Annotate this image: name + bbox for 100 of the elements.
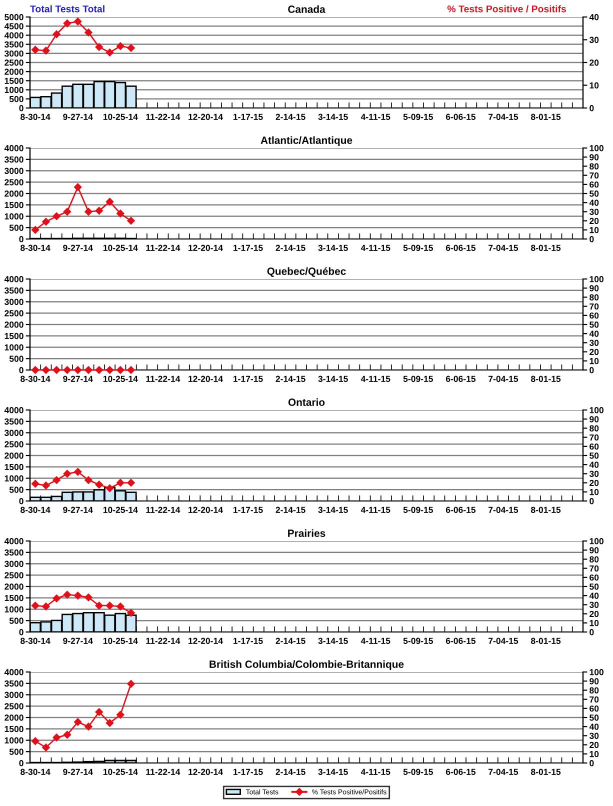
x-tick-label: 3-14-15 (318, 114, 348, 120)
x-tick-label: 11-22-14 (146, 244, 180, 251)
y-tick-label: 5000 (4, 14, 24, 20)
y2-tick-label: 100 (590, 538, 604, 544)
y-tick-label: 2000 (4, 190, 24, 197)
y2-tick-label: 40 (589, 14, 599, 20)
y-tick-label: 4000 (4, 276, 24, 282)
y-tick-label: 3500 (4, 287, 24, 294)
x-tick-label: 10-25-14 (103, 114, 138, 120)
x-tick-label: 9-27-14 (63, 506, 93, 513)
y2-tick-label: 50 (590, 714, 599, 721)
x-tick-label: 5-09-15 (403, 244, 433, 251)
x-tick-label: 3-14-15 (318, 506, 348, 513)
y-tick-label: 1500 (4, 726, 24, 732)
x-tick-label: 2-14-15 (276, 376, 306, 382)
x-tick-label: 4-11-15 (360, 506, 390, 513)
y2-tick-label: 60 (590, 705, 599, 712)
y2-tick-label: 20 (590, 610, 599, 618)
y2-tick-label: 90 (590, 154, 599, 160)
y2-tick-label: 20 (590, 742, 599, 748)
x-tick-label: 9-27-14 (63, 768, 93, 775)
y-tick-label: 4000 (4, 669, 24, 676)
x-tick-label: 3-14-15 (318, 638, 348, 644)
y-tick-label: 1000 (4, 606, 24, 613)
x-tick-label: 7-04-15 (488, 376, 518, 382)
y2-tick-label: 10 (590, 620, 599, 626)
y2-tick-label: 80 (590, 425, 599, 432)
x-tick-label: 12-20-14 (188, 638, 223, 644)
y2-tick-label: 10 (590, 358, 599, 364)
y-tick-label: 3500 (4, 549, 24, 556)
x-tick-label: 8-30-14 (20, 244, 50, 251)
y2-tick-label: 0 (590, 760, 594, 766)
y2-tick-label: 100 (590, 145, 604, 152)
y2-tick-label: 70 (590, 434, 599, 441)
x-tick-label: 8-30-14 (20, 638, 50, 644)
y-tick-label: 0 (19, 629, 24, 636)
y2-tick-label: 80 (590, 687, 599, 694)
x-tick-label: 4-11-15 (360, 114, 390, 120)
y-tick-label: 500 (9, 96, 24, 102)
y-tick-label: 3500 (4, 418, 24, 425)
x-tick-label: 9-27-14 (63, 244, 93, 251)
y2-tick-label: 0 (590, 629, 594, 636)
y-tick-label: 4000 (4, 145, 24, 152)
y-tick-label: 2500 (4, 60, 24, 66)
y-tick-label: 2000 (4, 584, 24, 590)
y2-tick-label: 90 (590, 285, 599, 292)
x-tick-label: 10-25-14 (103, 768, 138, 775)
y-tick-label: 500 (9, 356, 24, 362)
x-tick-label: 1-17-15 (233, 376, 263, 382)
y2-tick-label: 70 (590, 172, 599, 179)
y2-tick-label: 50 (590, 452, 599, 459)
x-tick-label: 8-01-15 (530, 244, 561, 251)
y2-tick-label: 90 (590, 416, 599, 422)
x-tick-label: 1-17-15 (233, 768, 263, 775)
x-tick-label: 12-20-14 (188, 114, 223, 120)
y2-tick-label: 20 (590, 348, 599, 356)
y2-tick-label: 30 (589, 732, 599, 739)
y2-tick-label: 40 (589, 462, 599, 468)
y-tick-label: 0 (19, 367, 24, 374)
y-tick-label: 500 (9, 748, 24, 755)
x-tick-label: 1-17-15 (233, 244, 263, 251)
y2-tick-label: 40 (589, 330, 599, 337)
y2-tick-label: 60 (590, 574, 599, 581)
y2-tick-label: 90 (590, 678, 599, 684)
y-tick-label: 2500 (4, 441, 24, 448)
y-tick-label: 1500 (4, 78, 24, 84)
chart-title: Ontario (288, 398, 325, 406)
y2-tick-label: 70 (590, 565, 599, 572)
x-tick-label: 5-09-15 (403, 114, 433, 120)
x-tick-label: 3-14-15 (318, 376, 348, 382)
x-tick-label: 4-11-15 (360, 638, 390, 644)
x-tick-label: 8-01-15 (530, 638, 561, 644)
y2-tick-label: 50 (590, 584, 599, 590)
x-tick-label: 2-14-15 (276, 768, 306, 775)
x-tick-label: 1-17-15 (233, 638, 263, 644)
y2-tick-label: 60 (590, 181, 599, 188)
x-tick-label: 5-09-15 (403, 768, 433, 775)
y2-tick-label: 0 (590, 367, 594, 374)
x-tick-label: 6-06-15 (446, 506, 476, 513)
y2-tick-label: 80 (590, 556, 599, 562)
x-tick-label: 9-27-14 (63, 114, 93, 120)
y2-tick-label: 90 (590, 547, 599, 554)
y2-tick-label: 70 (590, 696, 599, 703)
y2-tick-label: 40 (589, 200, 599, 206)
y-tick-label: 1000 (4, 344, 24, 351)
x-tick-label: 1-17-15 (233, 114, 263, 120)
x-tick-label: 10-25-14 (103, 376, 138, 382)
chart-title: Atlantic/Atlantique (260, 136, 352, 146)
y2-tick-label: 0 (590, 105, 594, 112)
y-tick-label: 2500 (4, 310, 24, 316)
x-tick-label: 5-09-15 (403, 638, 433, 644)
chart-title: Quebec/Québec (267, 267, 346, 277)
x-tick-label: 11-22-14 (146, 506, 180, 513)
y-tick-label: 2500 (4, 703, 24, 710)
chart-title: Prairies (288, 529, 326, 537)
chart-title: Canada (288, 5, 326, 13)
y2-tick-label: 30 (589, 340, 599, 346)
y-tick-label: 1500 (4, 464, 24, 470)
y-axis-title: Total Tests Total (30, 5, 104, 12)
x-tick-label: 12-20-14 (188, 506, 223, 513)
